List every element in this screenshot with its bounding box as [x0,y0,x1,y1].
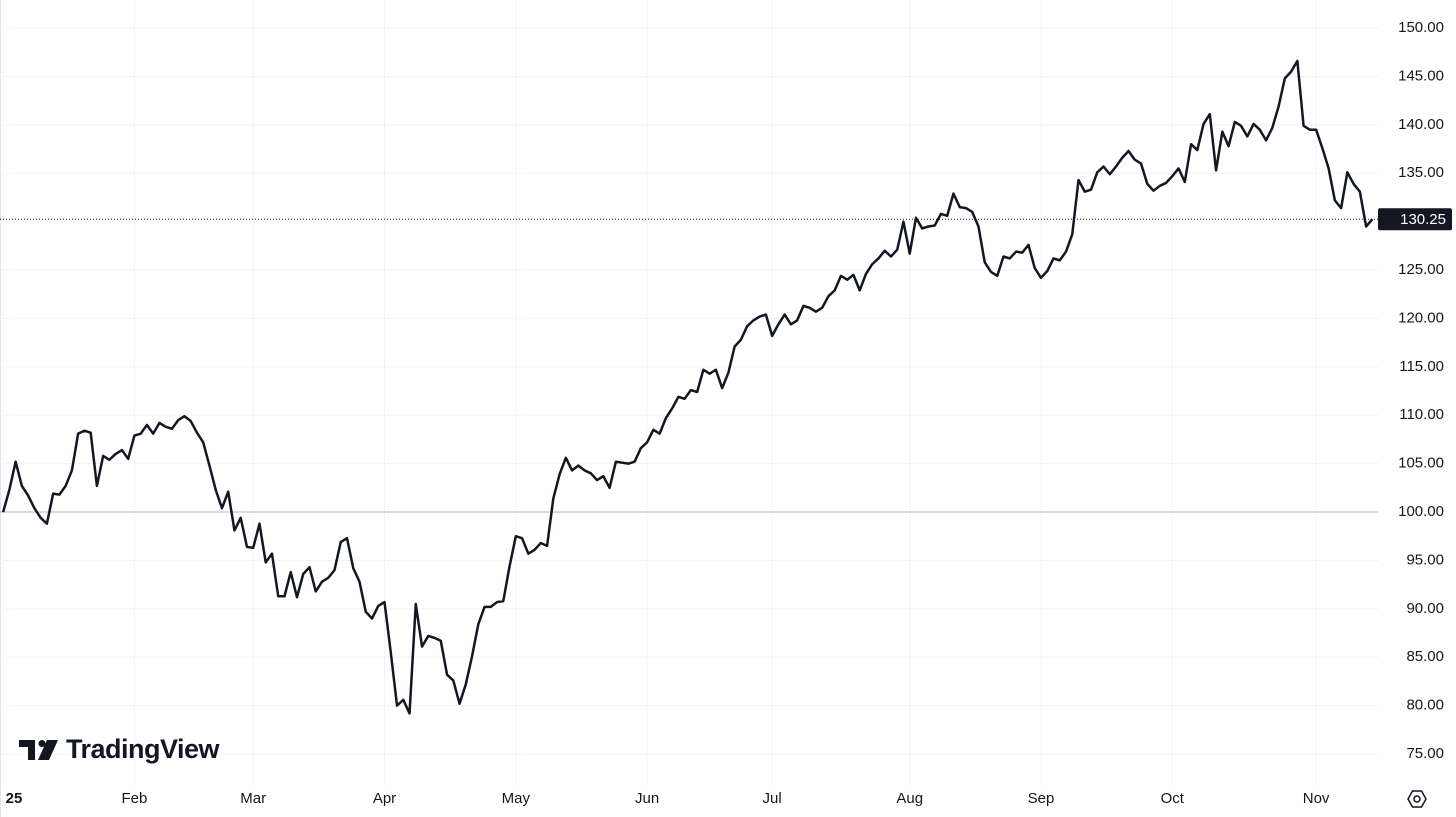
logo: TradingView [19,734,221,764]
x-tick-label: Apr [373,790,396,807]
y-tick-label: 90.00 [1406,600,1444,617]
x-tick-label: Mar [240,790,266,807]
last-price-box [1378,208,1452,231]
settings-icon[interactable] [1407,790,1427,808]
x-tick-label: Jun [635,790,659,807]
logo-mark [38,740,58,760]
x-tick-label: Sep [1028,790,1055,807]
y-tick-label: 135.00 [1398,164,1444,181]
y-tick-label: 150.00 [1398,19,1444,36]
logo-mark [19,740,35,760]
watermark: TradingView [66,734,221,764]
last-price-label: 130.25 [1400,211,1446,228]
y-tick-label: 125.00 [1398,261,1444,278]
y-tick-label: 95.00 [1406,551,1444,568]
x-tick-label: Jul [763,790,782,807]
x-tick-label: May [502,790,531,807]
y-tick-label: 115.00 [1399,358,1444,375]
y-tick-label: 75.00 [1406,745,1444,762]
y-tick-label: 100.00 [1398,503,1444,520]
y-tick-label: 145.00 [1398,67,1444,84]
x-tick-label: Feb [121,790,147,807]
y-tick-label: 80.00 [1406,697,1444,714]
settings-hex [1407,790,1427,808]
x-tick-label: Aug [896,790,923,807]
y-tick-label: 120.00 [1398,309,1444,326]
y-tick-label: 105.00 [1398,455,1444,472]
x-tick-label: Oct [1161,790,1185,807]
y-tick-label: 110.00 [1399,406,1444,423]
x-tick-label: Nov [1303,790,1330,807]
logo-mark [38,740,46,747]
y-tick-label: 140.00 [1398,116,1444,133]
settings-dot [1413,795,1421,803]
y-tick-label: 85.00 [1406,648,1444,665]
price-line [1,59,1374,715]
x-tick-label: 25 [6,790,23,807]
